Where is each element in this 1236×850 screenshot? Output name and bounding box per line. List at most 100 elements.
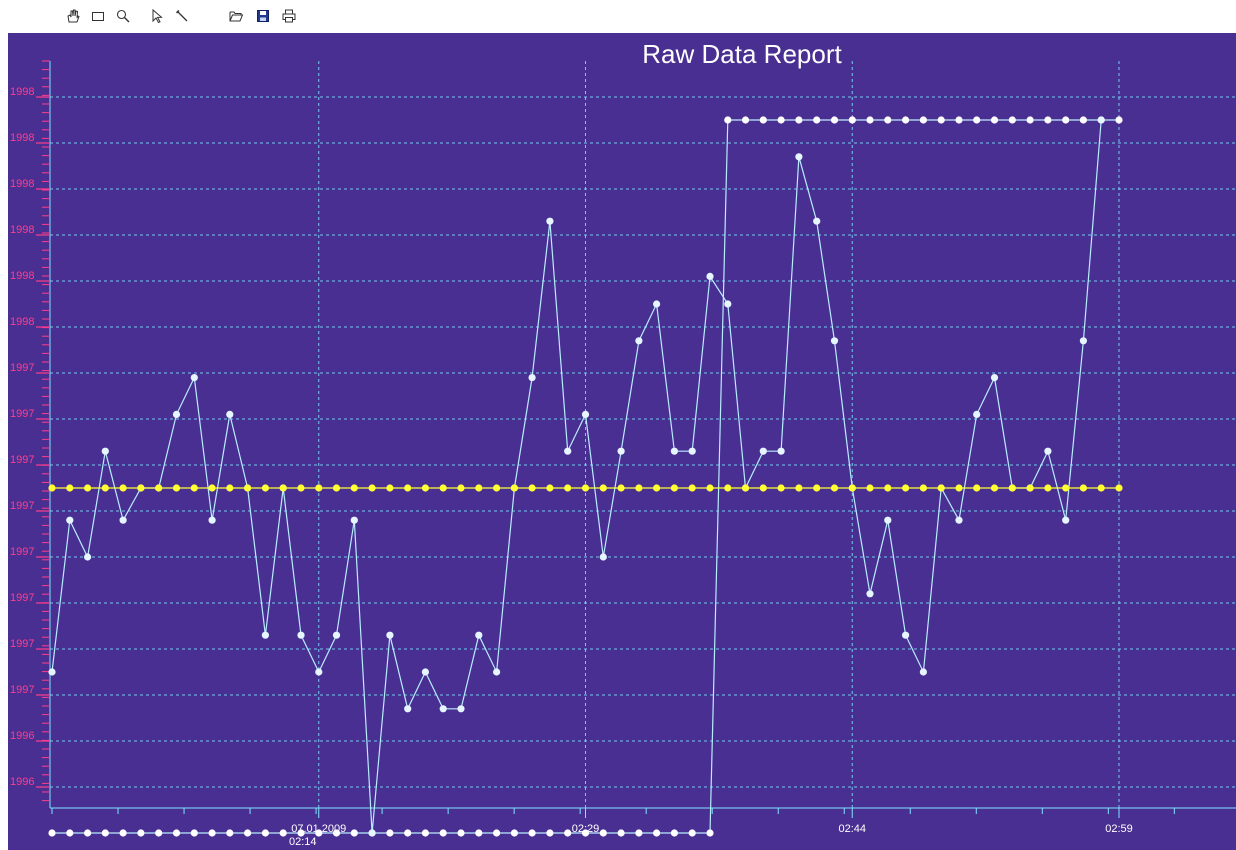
series-point-reference [830, 484, 839, 492]
series-point-limit [350, 829, 358, 837]
series-point-limit [688, 829, 696, 837]
series-point-limit [404, 829, 412, 837]
series-point-limit [297, 829, 305, 837]
series-point-limit [635, 829, 643, 837]
series-point-limit [279, 829, 287, 837]
series-point-raw [84, 553, 92, 561]
series-point-reference [493, 484, 501, 492]
series-point-limit [528, 829, 536, 837]
series-point-raw [902, 631, 910, 639]
series-point-reference [884, 484, 892, 492]
series-point-raw [172, 410, 181, 418]
select-tool[interactable] [147, 6, 167, 26]
series-point-limit [66, 829, 74, 837]
series-point-raw [1044, 447, 1052, 455]
series-point-limit [546, 829, 554, 837]
series-point-limit [795, 116, 803, 124]
x-tick-label: 02:59 [1105, 823, 1133, 835]
series-point-reference [1008, 484, 1016, 492]
series-point-raw [404, 705, 412, 713]
folder-open-icon [229, 11, 244, 22]
chart-panel: 1998 1998 1998 1998 1998 1998 1997 1997 1997 1997… [8, 33, 1236, 850]
y-tick-label: 1997 [10, 500, 34, 512]
series-point-raw [1062, 516, 1070, 524]
pan-tool[interactable] [63, 6, 83, 26]
series-point-reference [226, 484, 234, 492]
series-point-reference [759, 484, 767, 492]
series-point-reference [208, 484, 216, 492]
series-point-limit [1008, 116, 1016, 124]
series-point-limit [884, 116, 892, 124]
y-tick-label: 1998 [10, 316, 34, 328]
y-tick-label: 1997 [10, 638, 34, 650]
series-point-raw [368, 829, 376, 837]
series-point-reference [457, 484, 465, 492]
chart-title: Raw Data Report [642, 39, 842, 69]
y-tick-label: 1997 [10, 592, 34, 604]
series-point-raw [457, 705, 465, 713]
series-point-reference [973, 484, 981, 492]
series-point-limit [332, 829, 341, 837]
series-point-reference [706, 484, 714, 492]
series-point-raw [1079, 337, 1087, 345]
zoom-box-tool[interactable] [88, 6, 108, 26]
save-button[interactable] [253, 6, 273, 26]
settings-tool[interactable] [172, 6, 192, 26]
series-point-limit [759, 116, 767, 124]
series-point-limit [902, 116, 910, 124]
series-point-reference [84, 484, 92, 492]
open-button[interactable] [226, 6, 246, 26]
series-point-raw [564, 447, 572, 455]
series-point-reference [724, 484, 732, 492]
series-point-raw [919, 668, 928, 676]
series-point-limit [475, 829, 483, 837]
series-point-reference [439, 484, 447, 492]
series-point-limit [866, 116, 874, 124]
series-point-raw [795, 153, 803, 161]
y-tick-label: 1997 [10, 546, 34, 558]
y-tick-label: 1997 [10, 362, 34, 374]
series-point-limit [581, 829, 590, 837]
printer-icon [282, 9, 296, 23]
series-point-reference [599, 484, 607, 492]
series-point-limit [564, 829, 572, 837]
line-chart[interactable]: 1998 1998 1998 1998 1998 1998 1997 1997 1997 1997… [8, 33, 1236, 850]
x-tick-sublabel: 02:14 [289, 836, 317, 848]
series-point-reference [297, 484, 305, 492]
series-point-limit [119, 829, 127, 837]
series-point-limit [493, 829, 501, 837]
y-tick-label: 1998 [10, 224, 34, 236]
series-point-reference [386, 484, 394, 492]
series-point-reference [101, 484, 109, 492]
series-point-limit [653, 829, 661, 837]
series-point-raw [617, 447, 625, 455]
chart-toolbar [0, 0, 1236, 32]
series-point-limit [315, 829, 323, 837]
y-tick-label: 1998 [10, 132, 34, 144]
wrench-icon [176, 10, 188, 22]
series-point-limit [848, 116, 856, 124]
series-point-limit [706, 829, 714, 837]
series-point-limit [510, 829, 518, 837]
series-point-raw [706, 272, 714, 280]
y-tick-label: 1996 [10, 776, 34, 788]
series-point-limit [190, 829, 198, 837]
series-point-reference [421, 484, 429, 492]
series-point-raw [439, 705, 447, 713]
series-point-raw [528, 374, 536, 382]
series-point-limit [830, 116, 839, 124]
zoom-tool[interactable] [113, 6, 133, 26]
series-point-raw [48, 668, 56, 676]
series-point-reference [119, 484, 127, 492]
series-point-reference [350, 484, 358, 492]
series-point-raw [581, 410, 590, 418]
series-point-raw [973, 410, 981, 418]
series-point-raw [635, 337, 643, 345]
series-point-reference [777, 484, 785, 492]
print-button[interactable] [279, 6, 299, 26]
series-point-limit [937, 116, 945, 124]
series-point-reference [902, 484, 910, 492]
y-tick-label: 1998 [10, 86, 34, 98]
series-point-raw [350, 516, 358, 524]
series-point-limit [1026, 116, 1034, 124]
